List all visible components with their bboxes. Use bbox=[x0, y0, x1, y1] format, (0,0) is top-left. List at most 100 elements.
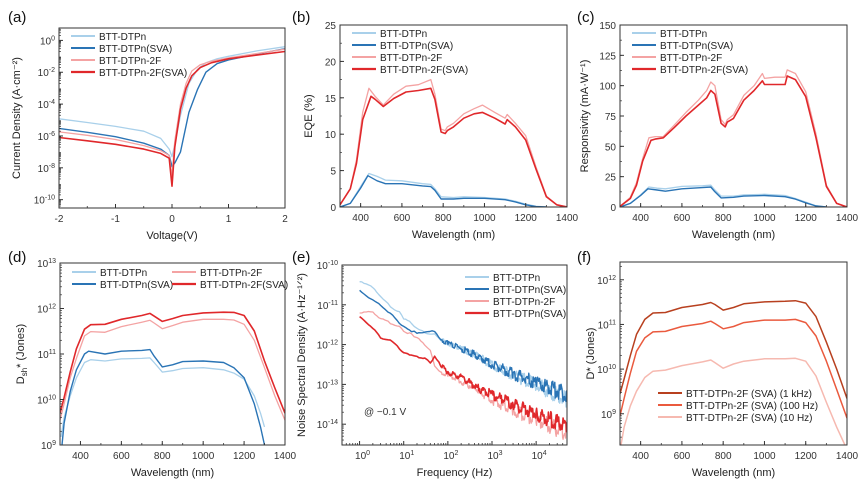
series-group bbox=[620, 69, 847, 207]
legend-item: BTT-DTPn(SVA) bbox=[632, 41, 733, 52]
legend: BTT-DTPn-2F (SVA) (1 kHz) BTT-DTPn-2F (SV… bbox=[658, 389, 818, 424]
y-tick-label: 0 bbox=[610, 203, 616, 214]
y-tick-label: 25 bbox=[605, 173, 617, 184]
legend-label: BTT-DTPn(SVA) bbox=[493, 309, 566, 320]
legend-item: BTT-DTPn(SVA) bbox=[465, 285, 566, 296]
series-group bbox=[60, 311, 285, 445]
y-tick-label: 10-10 bbox=[34, 195, 55, 207]
x-axis-label: Wavelength (nm) bbox=[692, 229, 775, 241]
series-line-3 bbox=[60, 318, 285, 421]
panel-label: (f) bbox=[577, 249, 591, 266]
legend: BTT-DTPnBTT-DTPn(SVA)BTT-DTPn-2FBTT-DTPn… bbox=[465, 273, 566, 320]
legend-item: BTT-DTPn-2F bbox=[632, 53, 722, 64]
plot-frame bbox=[341, 264, 568, 446]
legend-item: BTT-DTPn-2F (SVA) (1 kHz) bbox=[658, 389, 812, 400]
x-tick-label: 600 bbox=[394, 213, 411, 224]
x-tick-label: 1000 bbox=[753, 451, 776, 462]
legend: BTT-DTPnBTT-DTPn(SVA)BTT-DTPn-2FBTT-DTPn… bbox=[71, 32, 187, 79]
y-tick-label: 100 bbox=[599, 82, 616, 93]
bias-annotation: @ −0.1 V bbox=[364, 407, 406, 418]
panel-label: (a) bbox=[8, 9, 26, 26]
legend-item: BTT-DTPn-2F bbox=[71, 56, 161, 67]
x-tick-label: 104 bbox=[532, 450, 547, 462]
x-tick-label: 400 bbox=[352, 213, 369, 224]
y-axis-label: Responsivity (mA·W⁻¹) bbox=[579, 60, 591, 173]
x-tick-label: 1200 bbox=[795, 451, 818, 462]
y-tick-label: 10-10 bbox=[317, 260, 338, 272]
y-tick-label: 125 bbox=[599, 51, 616, 62]
legend-item: BTT-DTPn-2F bbox=[172, 268, 262, 279]
y-tick-label: 10-11 bbox=[317, 300, 338, 312]
y-tick-label: 10-8 bbox=[38, 163, 55, 175]
legend-label: BTT-DTPn(SVA) bbox=[99, 44, 172, 55]
legend-label: BTT-DTPn-2F bbox=[380, 53, 442, 64]
y-tick-label: 10-2 bbox=[38, 67, 55, 79]
legend-label: BTT-DTPn-2F bbox=[99, 56, 161, 67]
x-tick-label: 1000 bbox=[473, 213, 496, 224]
legend-label: BTT-DTPn-2F(SVA) bbox=[200, 280, 288, 291]
panel-label: (d) bbox=[8, 249, 26, 266]
legend-label: BTT-DTPn(SVA) bbox=[100, 280, 173, 291]
series-line-2 bbox=[620, 186, 827, 207]
legend-item: BTT-DTPn bbox=[632, 29, 707, 40]
x-tick-label: 1 bbox=[226, 214, 232, 225]
series-line-2 bbox=[620, 318, 847, 419]
y-tick-label: 10-14 bbox=[317, 419, 338, 431]
legend-label: BTT-DTPn-2F(SVA) bbox=[99, 68, 187, 79]
y-tick-label: 1012 bbox=[37, 304, 56, 316]
series-line-2 bbox=[61, 348, 266, 445]
legend-label: BTT-DTPn bbox=[380, 29, 427, 40]
legend-label: BTT-DTPn-2F bbox=[493, 297, 555, 308]
legend-item: BTT-DTPn-2F bbox=[465, 297, 555, 308]
x-tick-label: 600 bbox=[674, 451, 691, 462]
legend-label: BTT-DTPn-2F(SVA) bbox=[380, 65, 468, 76]
panel-label: (e) bbox=[292, 249, 310, 266]
x-axis-label: Wavelength (nm) bbox=[131, 467, 214, 479]
y-tick-label: 1013 bbox=[37, 258, 56, 270]
x-tick-label: -2 bbox=[55, 214, 64, 225]
series-group bbox=[620, 299, 847, 445]
legend-label: BTT-DTPn bbox=[660, 29, 707, 40]
series-line-1 bbox=[59, 46, 285, 158]
series-line-4 bbox=[359, 315, 567, 433]
y-axis-label: EQE (%) bbox=[303, 94, 315, 137]
x-axis-label: Wavelength (nm) bbox=[412, 229, 495, 241]
legend-item: BTT-DTPn-2F(SVA) bbox=[172, 280, 288, 291]
legend-label: BTT-DTPn bbox=[100, 268, 147, 279]
x-axis-label: Frequency (Hz) bbox=[417, 467, 493, 479]
y-tick-label: 109 bbox=[601, 409, 616, 421]
panel-c: 400 600 800 1000 1200 1400 0 25 50 75 100 125 150 (c)… bbox=[577, 9, 859, 241]
plot-frame bbox=[619, 24, 848, 208]
panel-f: 400 600 800 1000 1200 1400 109 1010 1011 1012 (f) W… bbox=[577, 249, 859, 479]
x-tick-label: 2 bbox=[282, 214, 288, 225]
legend-label: BTT-DTPn-2F(SVA) bbox=[660, 65, 748, 76]
x-tick-label: 800 bbox=[715, 451, 732, 462]
legend-label: BTT-DTPn-2F (SVA) (10 Hz) bbox=[686, 413, 813, 424]
y-tick-label: 0 bbox=[330, 203, 336, 214]
series-line-4 bbox=[60, 311, 285, 414]
legend-label: BTT-DTPn(SVA) bbox=[493, 285, 566, 296]
x-tick-label: 1200 bbox=[795, 213, 818, 224]
legend-item: BTT-DTPn(SVA) bbox=[465, 309, 566, 320]
y-tick-label: 10 bbox=[325, 130, 337, 141]
panel-label: (b) bbox=[292, 9, 310, 26]
series-line-1 bbox=[60, 357, 266, 438]
plot-frame bbox=[619, 261, 848, 446]
series-group bbox=[359, 281, 567, 440]
x-tick-label: 1200 bbox=[233, 451, 256, 462]
legend-label: BTT-DTPn(SVA) bbox=[660, 41, 733, 52]
x-tick-label: 1400 bbox=[836, 451, 859, 462]
y-tick-label: 150 bbox=[599, 21, 616, 32]
x-tick-label: 1000 bbox=[192, 451, 215, 462]
legend-item: BTT-DTPn-2F(SVA) bbox=[71, 68, 187, 79]
y-tick-label: 100 bbox=[40, 35, 55, 47]
legend-item: BTT-DTPn bbox=[352, 29, 427, 40]
legend: BTT-DTPnBTT-DTPn(SVA)BTT-DTPn-2FBTT-DTPn… bbox=[352, 29, 468, 76]
legend-item: BTT-DTPn(SVA) bbox=[72, 280, 173, 291]
series-line-4 bbox=[620, 75, 847, 207]
y-tick-label: 20 bbox=[325, 57, 337, 68]
series-line-3 bbox=[359, 310, 567, 440]
legend-label: BTT-DTPn-2F bbox=[660, 53, 722, 64]
legend-item: BTT-DTPn-2F(SVA) bbox=[632, 65, 748, 76]
x-axis-label: Wavelength (nm) bbox=[692, 467, 775, 479]
